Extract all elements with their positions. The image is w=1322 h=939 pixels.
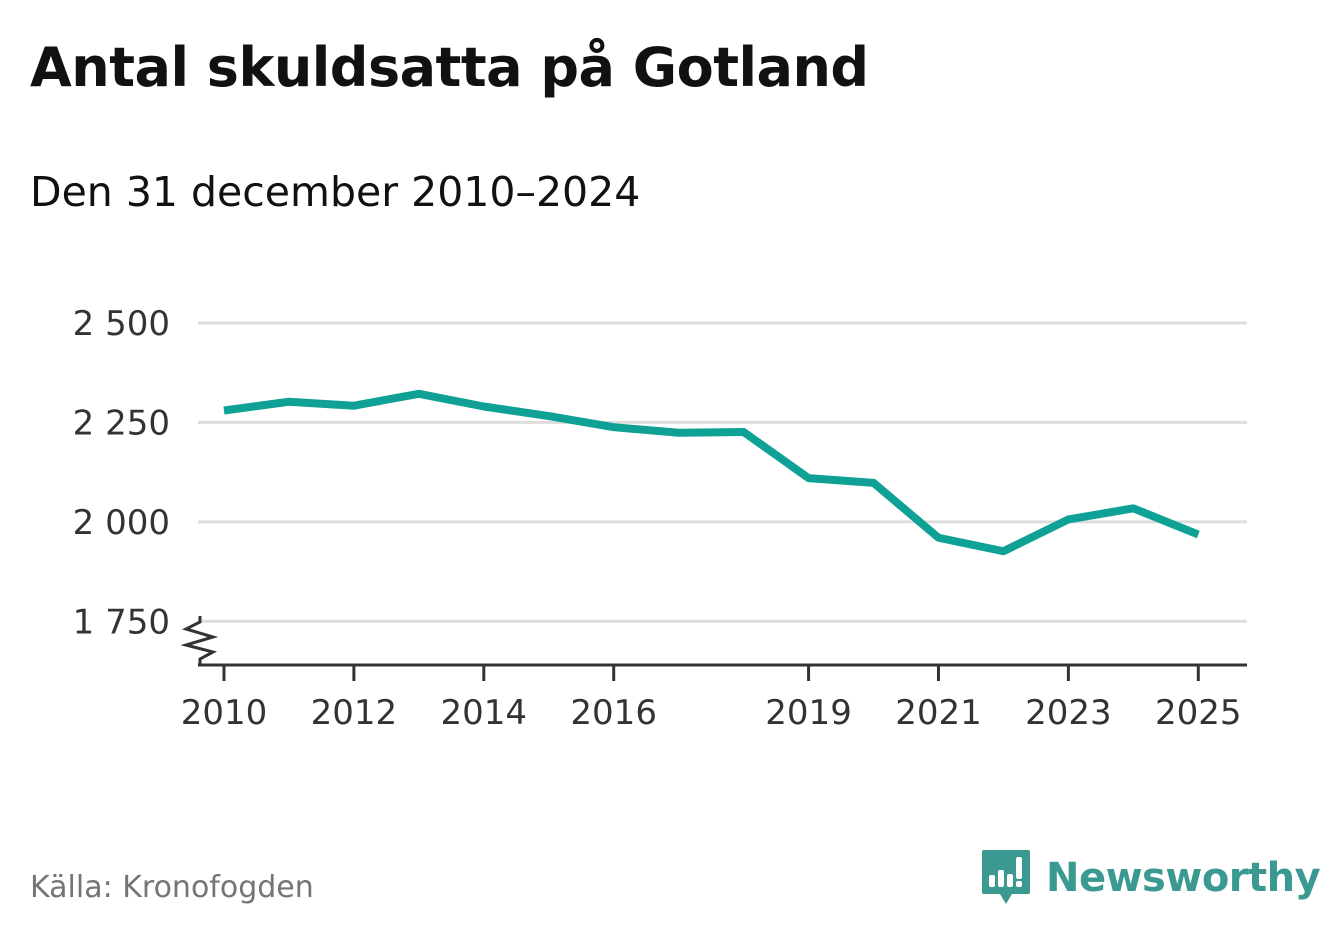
axis-break-icon xyxy=(180,616,219,666)
x-tick-label: 2025 xyxy=(1155,693,1242,733)
x-tick-label: 2012 xyxy=(311,693,398,733)
chart-subtitle: Den 31 december 2010–2024 xyxy=(30,168,641,216)
y-tick-label: 2 500 xyxy=(73,304,170,344)
brand-name: Newsworthy xyxy=(1046,855,1321,901)
x-axis-ticks: 2010 2012 2014 2016 2019 2021 2023 2025 xyxy=(181,665,1242,733)
source-note: Källa: Kronofogden xyxy=(30,870,314,905)
chart-title: Antal skuldsatta på Gotland xyxy=(30,36,869,99)
x-tick-label: 2014 xyxy=(441,693,528,733)
x-tick-label: 2016 xyxy=(570,693,657,733)
axis-break-zigzag xyxy=(180,616,219,666)
newsworthy-logo-icon xyxy=(982,850,1030,904)
y-tick-label: 1 750 xyxy=(73,602,170,642)
x-tick-label: 2010 xyxy=(181,693,268,733)
y-tick-label: 2 000 xyxy=(73,503,170,543)
x-tick-label: 2019 xyxy=(765,693,852,733)
y-axis-ticks: 1 750 2 000 2 250 2 500 xyxy=(73,304,170,642)
x-tick-label: 2021 xyxy=(895,693,982,733)
series-line xyxy=(223,389,1200,556)
series-layer xyxy=(223,389,1200,556)
x-tick-label: 2023 xyxy=(1025,693,1112,733)
y-tick-label: 2 250 xyxy=(73,403,170,443)
newsworthy-logo: Newsworthy xyxy=(980,848,1321,908)
gridlines xyxy=(198,321,1247,623)
